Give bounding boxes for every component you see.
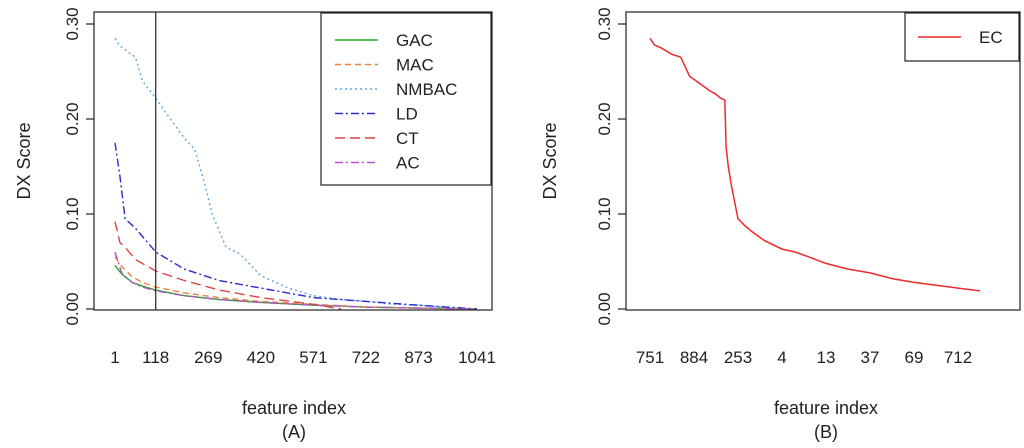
panel-a-series-ct xyxy=(114,221,342,310)
panel-b-y-axis-title: DX Score xyxy=(540,122,560,199)
panel-b-x-axis: 751 884 253 4 13 37 69 712 xyxy=(636,348,972,367)
panel-a-y-tick-label: 0.10 xyxy=(63,197,82,230)
panel-a-series-mac xyxy=(114,256,478,310)
panel-a-legend-box xyxy=(320,12,492,186)
panel-a-x-tick-label: 722 xyxy=(352,348,380,367)
panel-b-y-tick-label: 0.00 xyxy=(595,292,614,325)
panel-b-legend: EC xyxy=(904,12,1020,62)
panel-a-legend-label-nmbac: NMBAC xyxy=(396,80,457,99)
panel-a-x-tick-label: 571 xyxy=(299,348,327,367)
panel-a-x-tick-label: 269 xyxy=(194,348,222,367)
panel-a-legend-label-ac: AC xyxy=(396,154,420,173)
panel-a-x-tick-label: 1041 xyxy=(458,348,496,367)
panel-a-x-axis: 1 118 269 420 571 722 873 1041 xyxy=(110,348,496,367)
panel-b-x-tick-label: 4 xyxy=(777,348,786,367)
panel-b-x-axis-title: feature index xyxy=(774,398,878,418)
panel-b-label: (B) xyxy=(814,422,838,442)
panel-a-legend: GAC MAC NMBAC LD CT AC xyxy=(320,12,492,186)
panel-a-y-tick-label: 0.20 xyxy=(63,102,82,135)
panel-b-series-ec xyxy=(649,37,981,292)
panel-a-y-tick-label: 0.30 xyxy=(63,7,82,40)
panel-b-y-axis: 0.00 0.10 0.20 0.30 xyxy=(595,7,626,326)
panel-b-x-tick-label: 712 xyxy=(944,348,972,367)
panel-b-y-tick-label: 0.10 xyxy=(595,197,614,230)
panel-a-series-ac xyxy=(114,251,478,310)
panel-a-legend-label-gac: GAC xyxy=(396,31,433,50)
panel-a-series-ld xyxy=(114,142,478,310)
panel-a-x-axis-title: feature index xyxy=(242,398,346,418)
panel-a-x-tick-label: 873 xyxy=(404,348,432,367)
panel-b-x-tick-label: 13 xyxy=(817,348,836,367)
panel-b-x-tick-label: 884 xyxy=(680,348,708,367)
panel-a-label: (A) xyxy=(282,422,306,442)
panel-a-plot-frame xyxy=(93,11,493,311)
panel-a-legend-label-ld: LD xyxy=(396,105,418,124)
panel-a-series-group xyxy=(114,37,478,310)
panel-b-x-tick-label: 69 xyxy=(905,348,924,367)
panel-a-y-tick-label: 0.00 xyxy=(63,292,82,325)
panel-a-y-axis-title: DX Score xyxy=(14,122,34,199)
panel-b-x-tick-label: 751 xyxy=(636,348,664,367)
panel-a-x-tick-label: 118 xyxy=(142,348,169,367)
panel-b-legend-label-ec: EC xyxy=(979,28,1003,47)
panel-a-legend-label-mac: MAC xyxy=(396,56,434,75)
panel-b-series-group xyxy=(649,37,981,292)
panel-a-x-tick-label: 420 xyxy=(247,348,275,367)
panel-a-x-tick-label: 1 xyxy=(110,348,119,367)
panel-b-y-tick-label: 0.20 xyxy=(595,102,614,135)
panel-a: 0.00 0.10 0.20 0.30 1 118 269 420 571 722 873 1041… xyxy=(14,7,496,442)
panel-b-plot-frame xyxy=(625,11,1021,311)
panel-b-x-tick-label: 37 xyxy=(861,348,880,367)
panel-b-y-tick-label: 0.30 xyxy=(595,7,614,40)
panel-b-x-tick-label: 253 xyxy=(724,348,752,367)
panel-b: 0.00 0.10 0.20 0.30 751 884 253 4 13 37 69 712 DX … xyxy=(540,7,1021,442)
panel-a-y-axis: 0.00 0.10 0.20 0.30 xyxy=(63,7,94,326)
panel-a-legend-label-ct: CT xyxy=(396,129,419,148)
